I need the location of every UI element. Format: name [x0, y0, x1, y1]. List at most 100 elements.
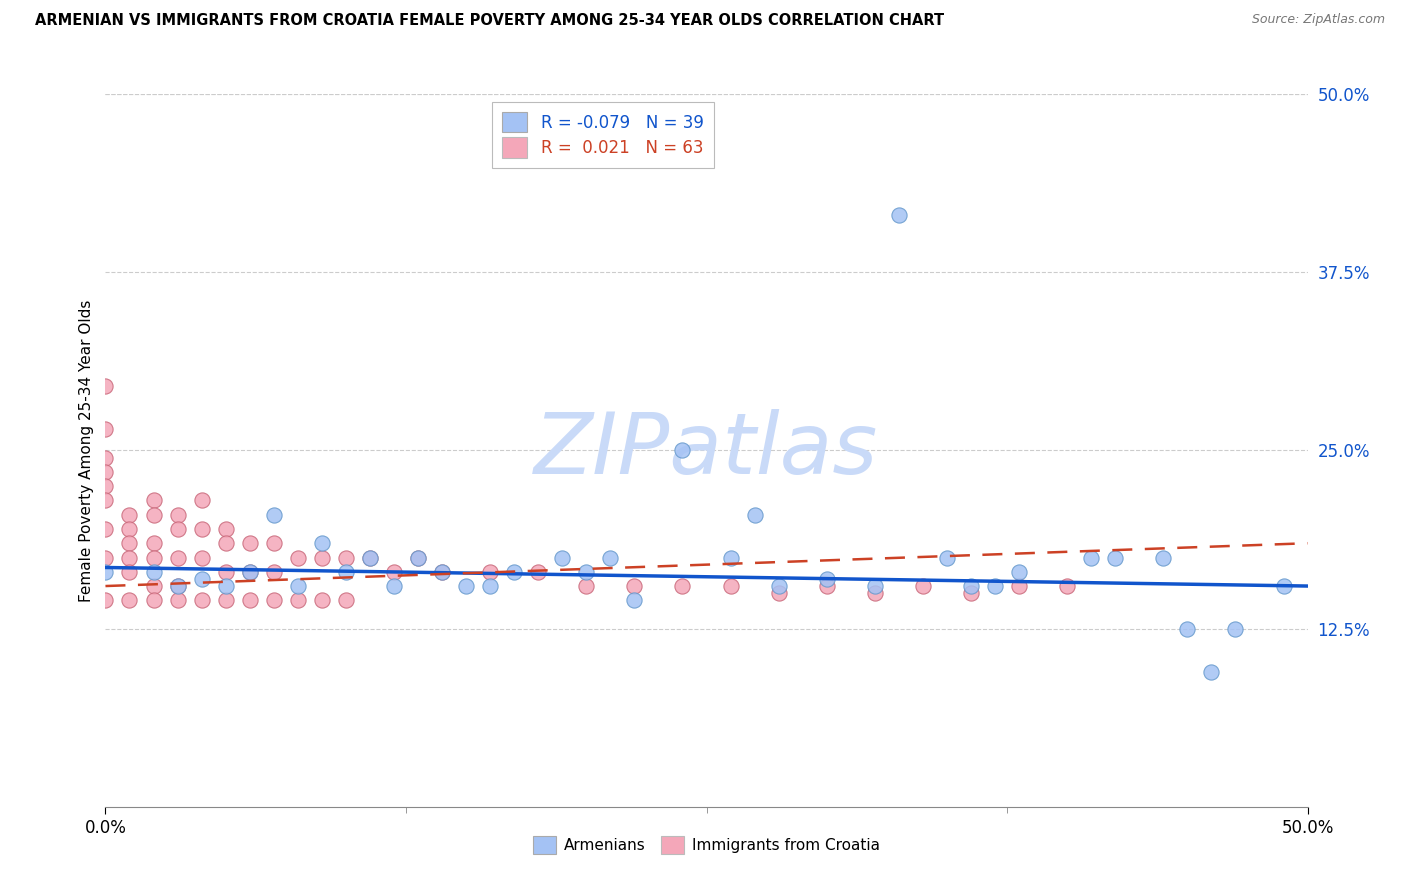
Point: [1201, 665, 1223, 679]
Point: [599, 550, 621, 565]
Point: [1225, 622, 1247, 636]
Point: [118, 508, 141, 522]
Point: [118, 565, 141, 579]
Text: ZIPatlas: ZIPatlas: [534, 409, 879, 492]
Point: [239, 565, 262, 579]
Point: [94, 379, 117, 393]
Point: [263, 536, 285, 550]
Point: [142, 493, 165, 508]
Point: [214, 579, 236, 593]
Point: [311, 536, 333, 550]
Point: [142, 536, 165, 550]
Point: [575, 565, 598, 579]
Legend: Armenians, Immigrants from Croatia: Armenians, Immigrants from Croatia: [527, 830, 886, 860]
Point: [166, 579, 188, 593]
Point: [166, 550, 188, 565]
Point: [936, 550, 959, 565]
Point: [671, 579, 693, 593]
Point: [623, 593, 645, 607]
Point: [1056, 579, 1078, 593]
Point: [94, 422, 117, 436]
Point: [863, 586, 886, 600]
Point: [479, 579, 502, 593]
Point: [263, 593, 285, 607]
Point: [214, 522, 236, 536]
Point: [1272, 579, 1295, 593]
Point: [863, 579, 886, 593]
Point: [94, 522, 117, 536]
Point: [382, 579, 405, 593]
Point: [142, 579, 165, 593]
Point: [239, 593, 262, 607]
Point: [671, 443, 693, 458]
Point: [1175, 622, 1198, 636]
Point: [551, 550, 574, 565]
Point: [479, 565, 502, 579]
Point: [166, 522, 188, 536]
Point: [430, 565, 453, 579]
Point: [142, 550, 165, 565]
Point: [744, 508, 766, 522]
Point: [190, 493, 212, 508]
Point: [815, 579, 838, 593]
Point: [263, 565, 285, 579]
Point: [166, 579, 188, 593]
Point: [454, 579, 477, 593]
Point: [166, 593, 188, 607]
Point: [94, 593, 117, 607]
Point: [142, 593, 165, 607]
Point: [335, 593, 357, 607]
Point: [1152, 550, 1174, 565]
Point: [214, 593, 236, 607]
Point: [335, 565, 357, 579]
Text: Source: ZipAtlas.com: Source: ZipAtlas.com: [1251, 13, 1385, 27]
Point: [768, 586, 790, 600]
Point: [287, 593, 309, 607]
Point: [239, 565, 262, 579]
Point: [190, 572, 212, 586]
Point: [768, 579, 790, 593]
Point: [118, 536, 141, 550]
Point: [94, 493, 117, 508]
Point: [887, 208, 910, 222]
Point: [94, 465, 117, 479]
Point: [1008, 579, 1031, 593]
Point: [815, 572, 838, 586]
Point: [527, 565, 550, 579]
Text: ARMENIAN VS IMMIGRANTS FROM CROATIA FEMALE POVERTY AMONG 25-34 YEAR OLDS CORRELA: ARMENIAN VS IMMIGRANTS FROM CROATIA FEMA…: [35, 13, 945, 29]
Point: [118, 593, 141, 607]
Point: [1104, 550, 1126, 565]
Point: [94, 450, 117, 465]
Point: [239, 536, 262, 550]
Point: [311, 593, 333, 607]
Point: [984, 579, 1007, 593]
Point: [623, 579, 645, 593]
Point: [287, 550, 309, 565]
Point: [190, 593, 212, 607]
Point: [94, 550, 117, 565]
Point: [359, 550, 381, 565]
Point: [406, 550, 429, 565]
Point: [263, 508, 285, 522]
Point: [118, 550, 141, 565]
Point: [94, 479, 117, 493]
Point: [214, 565, 236, 579]
Point: [911, 579, 934, 593]
Point: [960, 586, 983, 600]
Point: [1080, 550, 1102, 565]
Point: [190, 550, 212, 565]
Point: [720, 550, 742, 565]
Point: [382, 565, 405, 579]
Point: [1008, 565, 1031, 579]
Point: [287, 579, 309, 593]
Point: [118, 522, 141, 536]
Point: [575, 579, 598, 593]
Point: [142, 508, 165, 522]
Point: [214, 536, 236, 550]
Point: [359, 550, 381, 565]
Point: [166, 508, 188, 522]
Point: [960, 579, 983, 593]
Point: [335, 550, 357, 565]
Point: [311, 550, 333, 565]
Point: [190, 522, 212, 536]
